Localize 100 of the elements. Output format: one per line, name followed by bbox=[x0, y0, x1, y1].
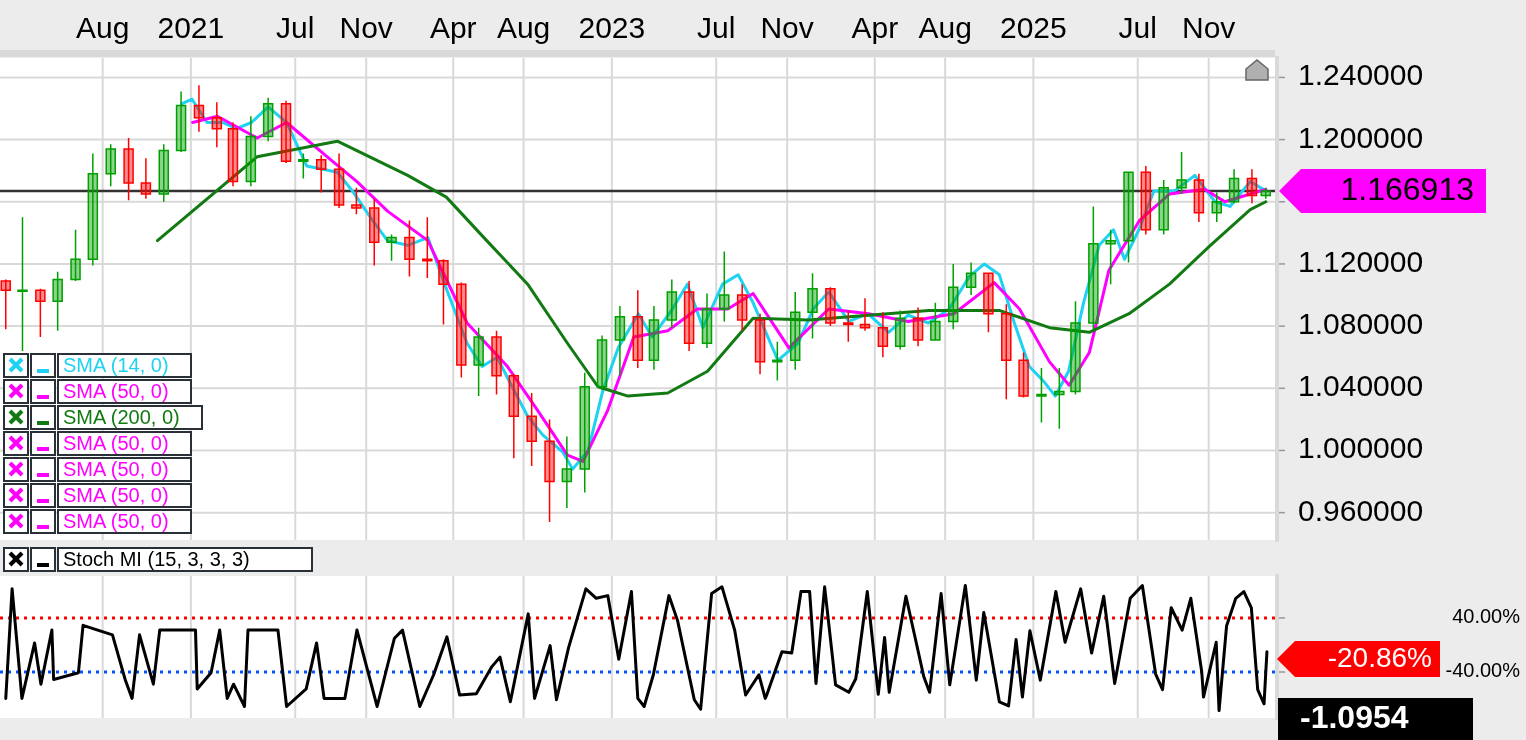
candlestick bbox=[315, 154, 327, 194]
candlestick bbox=[1228, 168, 1240, 205]
y-tick-label: 0.960000 bbox=[1298, 493, 1424, 527]
candlestick bbox=[105, 143, 116, 187]
candlestick bbox=[473, 326, 484, 397]
candlestick bbox=[438, 258, 449, 326]
candlestick bbox=[87, 152, 99, 267]
candlestick bbox=[1105, 229, 1116, 285]
candlestick bbox=[877, 311, 889, 358]
legend-label: SMA (200, 0) bbox=[63, 406, 180, 429]
y-tick-label: 1.080000 bbox=[1298, 307, 1424, 341]
y-tick-label: 1.040000 bbox=[1298, 369, 1424, 403]
x-tick-label: Aug bbox=[75, 11, 130, 44]
x-tick-label: Nov bbox=[1182, 11, 1236, 44]
x-tick-label: Jul bbox=[697, 11, 736, 44]
annotation: SMA (50, 0) bbox=[63, 458, 169, 481]
x-tick-label: 2023 bbox=[578, 11, 646, 44]
y-tick-label: 1.200000 bbox=[1298, 120, 1424, 154]
candlestick bbox=[1211, 191, 1223, 223]
candlestick bbox=[1088, 205, 1099, 330]
candlestick bbox=[193, 84, 205, 133]
x-tick-label: Nov bbox=[760, 11, 814, 44]
candlestick bbox=[245, 115, 257, 187]
candlestick bbox=[859, 297, 871, 332]
candlestick bbox=[789, 291, 801, 371]
x-tick-label: Aug bbox=[496, 11, 551, 44]
candlestick bbox=[262, 96, 274, 142]
candlestick bbox=[298, 152, 309, 180]
candlestick bbox=[456, 281, 467, 379]
candlestick bbox=[211, 101, 223, 149]
candlestick bbox=[1246, 168, 1258, 205]
x-tick-label: 2021 bbox=[157, 11, 225, 44]
candlestick bbox=[0, 278, 12, 330]
candlestick bbox=[1158, 179, 1169, 236]
candlestick bbox=[719, 250, 730, 323]
candlestick bbox=[158, 143, 170, 203]
candlestick bbox=[526, 392, 537, 467]
x-tick-label: Jul bbox=[276, 11, 315, 44]
candlestick bbox=[386, 233, 397, 262]
candlestick bbox=[825, 286, 836, 327]
candlestick bbox=[52, 270, 63, 332]
x-tick-label: 2025 bbox=[1000, 11, 1067, 44]
candlestick bbox=[422, 216, 433, 279]
x-tick-label: Jul bbox=[1118, 11, 1157, 44]
candlestick bbox=[632, 289, 644, 369]
candlestick bbox=[1070, 300, 1081, 396]
candlestick bbox=[1123, 171, 1134, 264]
legend-label: SMA (50, 0) bbox=[63, 380, 169, 403]
candlestick bbox=[1054, 367, 1065, 430]
candlestick bbox=[947, 263, 959, 330]
candlestick bbox=[333, 152, 345, 209]
legend-label: Stoch MI (15, 3, 3, 3) bbox=[63, 548, 250, 571]
candlestick bbox=[894, 309, 906, 351]
candlestick bbox=[648, 305, 660, 371]
candlestick bbox=[1260, 187, 1272, 200]
candlestick bbox=[683, 280, 695, 352]
candlestick bbox=[70, 229, 81, 282]
annotation: SMA (50, 0) bbox=[63, 510, 169, 533]
candlestick bbox=[1140, 165, 1152, 236]
candlestick bbox=[404, 219, 415, 278]
candlestick bbox=[983, 272, 994, 334]
candlestick bbox=[596, 334, 608, 391]
annotation: SMA (50, 0) bbox=[63, 484, 169, 507]
x-tick-label: Apr bbox=[429, 11, 477, 44]
candlestick bbox=[140, 157, 152, 200]
candlestick bbox=[227, 121, 239, 187]
line-series bbox=[4, 583, 1269, 713]
candlestick bbox=[351, 187, 362, 215]
candlestick bbox=[369, 197, 380, 267]
candlestick bbox=[736, 283, 748, 332]
candlestick bbox=[123, 137, 134, 201]
candlestick bbox=[1001, 303, 1012, 400]
y-tick-label: 1.240000 bbox=[1298, 58, 1424, 92]
candlestick bbox=[772, 340, 783, 382]
candlestick bbox=[579, 372, 590, 494]
candlestick bbox=[17, 216, 28, 352]
candlestick bbox=[912, 306, 924, 348]
candlestick bbox=[508, 373, 520, 459]
candlestick bbox=[843, 309, 854, 343]
candlestick bbox=[175, 90, 187, 153]
y-tick-label: 1.120000 bbox=[1298, 244, 1424, 278]
annotation: -20.86% bbox=[1327, 642, 1432, 674]
candlestick bbox=[1036, 367, 1047, 424]
candlestick bbox=[544, 418, 555, 523]
x-tick-label: Apr bbox=[851, 11, 899, 44]
candlestick bbox=[491, 330, 502, 396]
candlestick bbox=[280, 99, 292, 164]
candlestick bbox=[701, 292, 713, 349]
y-tick-label: 40.00% bbox=[1452, 605, 1521, 628]
candlestick bbox=[1176, 151, 1187, 195]
x-tick-label: Nov bbox=[339, 11, 393, 44]
ref-line-label: 1.166913 bbox=[1340, 171, 1474, 208]
candlestick bbox=[965, 261, 977, 296]
candlestick bbox=[754, 312, 766, 376]
legend-label: SMA (14, 0) bbox=[63, 354, 169, 377]
candlestick bbox=[1018, 351, 1029, 399]
candlestick bbox=[35, 288, 46, 338]
text: -1.0954 bbox=[1300, 699, 1409, 736]
x-tick-label: Aug bbox=[918, 11, 972, 44]
candlestick bbox=[1193, 173, 1205, 223]
